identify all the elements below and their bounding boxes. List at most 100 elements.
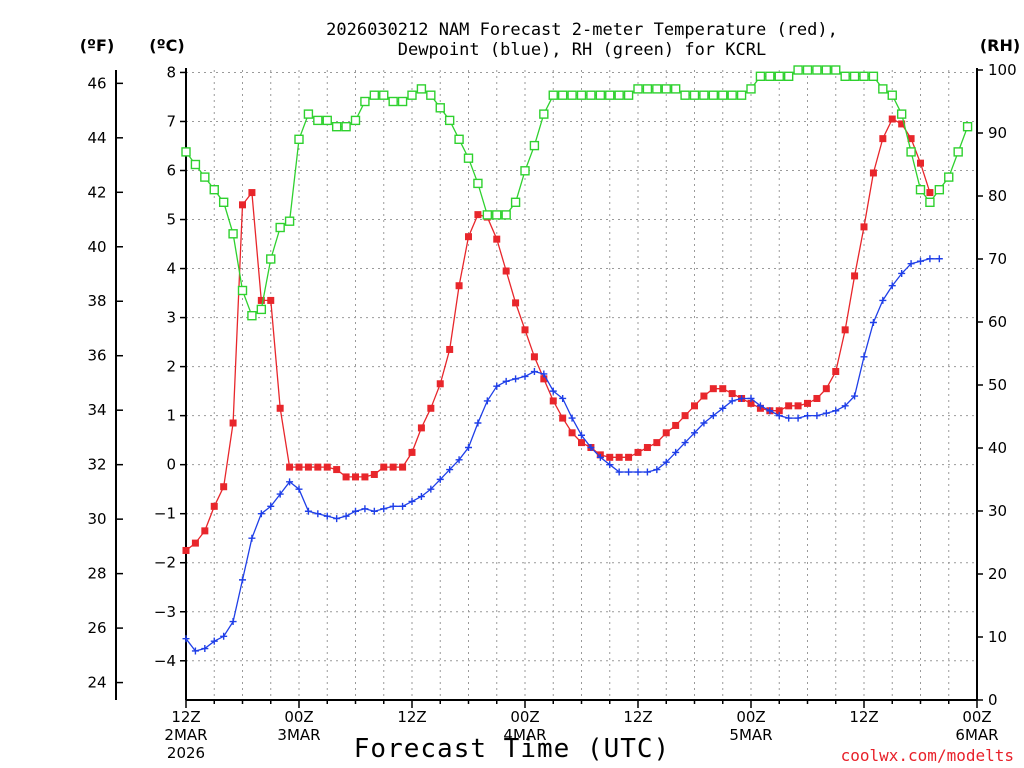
rh-point [840,71,850,82]
dewpoint-point [248,534,256,542]
rh-point [605,90,615,100]
temperature-point [352,473,359,481]
rh-point [294,134,304,145]
temperature-point [446,345,454,353]
temperature-point [521,326,529,334]
fahrenheit-tick-label: 42 [87,183,106,201]
rh-point [200,172,210,182]
fahrenheit-tick-label: 36 [87,347,106,365]
rh-point [859,71,869,82]
temperature-point [304,463,312,471]
dewpoint-point [587,444,595,452]
dewpoint-point [606,461,614,469]
temperature-point [578,439,585,447]
temperature-point [625,453,633,461]
rh-tick-label: 0 [988,691,998,709]
temperature-point [540,375,548,383]
rh-point [435,103,445,113]
dewpoint-point [822,409,830,417]
fahrenheit-unit-label: (ºF) [80,36,115,55]
dewpoint-point [879,296,887,304]
temperature-line [185,118,931,552]
temperature-point [606,453,614,461]
temperature-point [813,394,821,402]
rh-point [350,115,361,126]
dewpoint-point [775,412,783,420]
temperature-point [653,439,661,447]
celsius-unit-label: (ºC) [149,36,184,55]
dewpoint-point [700,419,708,427]
rh-point [388,96,398,107]
dewpoint-point [304,507,312,515]
x-tick-label: 00Z [510,708,539,726]
dewpoint-point [568,414,576,422]
rh-point [218,197,229,208]
fahrenheit-tick-label: 38 [87,292,106,310]
temperature-point [436,380,444,388]
temperature-point [681,412,689,420]
dewpoint-point [286,478,294,486]
rh-point [586,90,596,100]
rh-point [915,184,926,195]
rh-point [652,84,662,94]
rh-tick-label: 70 [988,250,1007,268]
x-tick-label: 4MAR [503,726,546,744]
temperature-point [851,272,859,280]
temperature-point [879,135,887,143]
dewpoint-point [521,372,529,380]
rh-point [925,197,935,208]
temperature-point [333,466,341,474]
rh-point [190,159,201,170]
temperature-point [549,397,557,405]
temperature-point [370,470,378,478]
rh-point [454,134,464,145]
temperature-point [361,473,369,481]
series-rh [181,65,973,321]
rh-point [821,65,832,75]
temperature-point [804,399,811,407]
dewpoint-point [578,431,585,439]
temperature-point [559,414,567,422]
rh-point [482,210,493,220]
rh-point [774,71,784,82]
dewpoint-point [794,414,802,422]
dewpoint-point [436,475,444,483]
fahrenheit-tick-label: 26 [87,619,106,637]
temperature-point [323,463,331,471]
rh-point [303,109,314,119]
dewpoint-point [342,512,350,520]
temperature-point [719,385,727,393]
dewpoint-point [756,402,764,410]
rh-point [256,304,267,315]
dewpoint-point [738,394,746,402]
rh-point [727,90,737,100]
temperature-point [474,211,482,219]
temperature-point [728,390,736,398]
dewpoint-point [191,647,199,655]
temperature-point [643,444,651,452]
rh-point [765,71,775,82]
rh-point [397,96,408,107]
celsius-tick-label: −1 [154,505,176,523]
rh-point [444,115,455,126]
fahrenheit-tick-label: 30 [87,510,106,528]
temperature-point [691,402,698,410]
temperature-point [408,448,416,456]
dewpoint-point [210,637,218,645]
rh-point [510,197,521,208]
x-tick-label: 00Z [736,708,765,726]
rh-point [614,90,624,100]
dewpoint-point [239,576,246,584]
rh-point [868,71,879,82]
rh-point [379,90,389,100]
fahrenheit-tick-label: 40 [87,238,106,256]
dewpoint-point [935,255,943,263]
dewpoint-point [267,502,275,510]
temperature-point [860,223,868,231]
rh-point [492,210,502,220]
temperature-point [248,189,256,197]
dewpoint-point [860,353,868,361]
rh-point [718,90,728,100]
dewpoint-point [832,407,840,415]
